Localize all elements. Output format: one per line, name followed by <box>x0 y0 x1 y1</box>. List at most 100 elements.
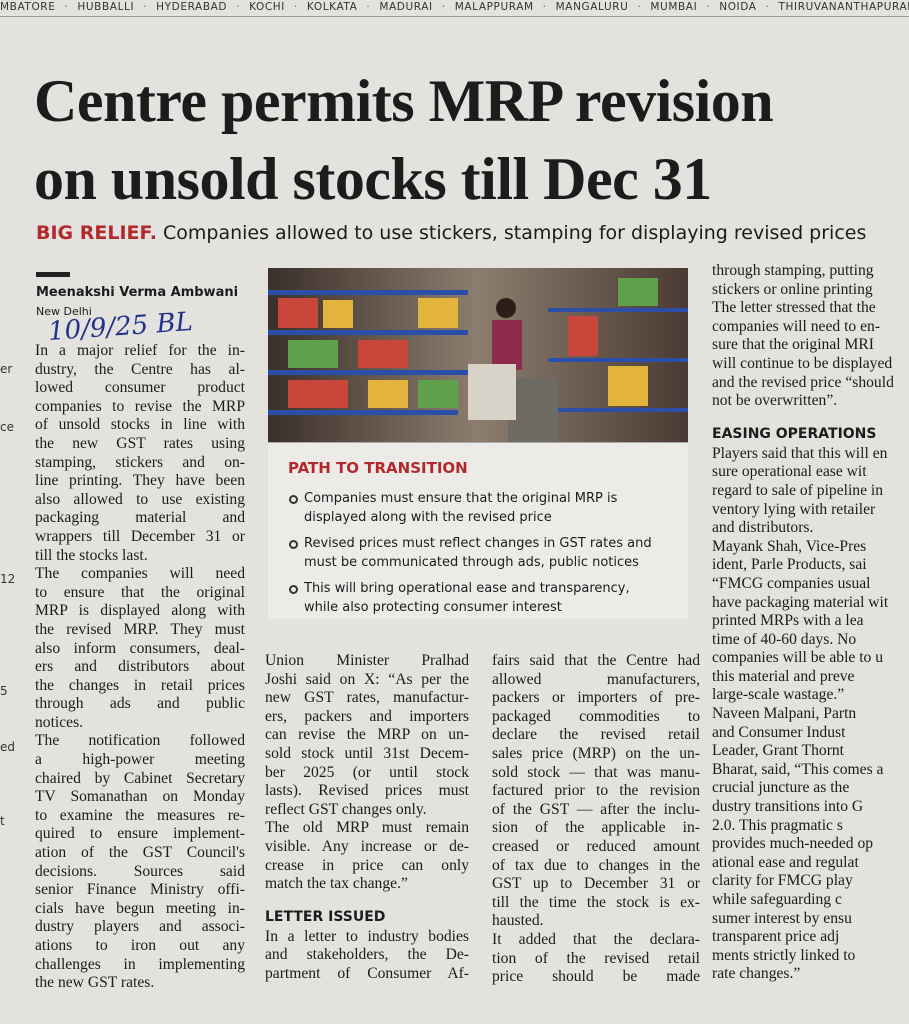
text-line: fairs said that the Centre had <box>492 652 700 669</box>
text-line: Leader, Grant Thornt <box>712 742 845 760</box>
text-line: not be overwritten”. <box>712 392 838 410</box>
text-line: and distributors. <box>712 519 814 537</box>
text-line: of unsold stocks in line with <box>35 416 245 434</box>
text-column: through stamping, putting stickers or onl… <box>712 262 909 984</box>
text-line: The notification followed <box>35 732 245 750</box>
text-line: ers and distributors about <box>35 658 245 676</box>
text-line: while safeguarding c <box>712 891 842 908</box>
text-line: sure operational ease wit <box>712 463 867 481</box>
text-line: challenges in implementing <box>35 955 245 973</box>
text-line: In a major relief for the in- <box>35 342 245 359</box>
text-line: to examine the measures re- <box>35 806 245 824</box>
margin-fragment: 5 <box>0 684 8 698</box>
text-line: partment of Consumer Af- <box>265 964 469 982</box>
text-line: the new GST rates. <box>35 974 155 992</box>
text-line: tion of the revised retail <box>492 949 700 967</box>
text-line: match the tax change.” <box>265 875 408 893</box>
text-line: Players said that this will en <box>712 444 888 462</box>
text-line: 2.0. This pragmatic s <box>712 816 843 834</box>
text-line: stamping, stickers and on- <box>35 453 245 471</box>
text-line: hausted. <box>492 912 544 930</box>
text-line: ments strictly linked to <box>712 946 856 964</box>
text-line: sion of the applicable in- <box>492 819 700 837</box>
text-line: It added that the declara- <box>492 930 700 948</box>
text-line: ation of the GST Council's <box>35 844 245 862</box>
text-line: companies to revise the MRP <box>35 397 245 415</box>
text-line: ational ease and regulat <box>712 853 859 871</box>
rule <box>36 272 70 277</box>
city: THIRUVANANTHAPURAM <box>757 1 909 13</box>
margin-fragment: ed <box>0 740 15 754</box>
text-line: chaired by Cabinet Secretary <box>35 769 245 787</box>
text-line: The old MRP must remain <box>265 819 469 837</box>
text-line: a high-power meeting <box>35 751 245 769</box>
text-line: till the time the stock is ex- <box>492 893 700 911</box>
text-line: the revised MRP. They must <box>35 620 245 638</box>
text-line: new GST rates, manufactur- <box>265 689 469 707</box>
text-line: In a letter to industry bodies <box>265 927 469 945</box>
text-line: line printing. They have been <box>35 472 245 490</box>
city: KOCHI <box>227 1 285 13</box>
text-line: visible. Any increase or de- <box>265 837 469 855</box>
text-column: fairs said that the Centre had allowed ma… <box>492 652 700 987</box>
city: HUBBALLI <box>55 1 134 13</box>
text-line: The companies will need <box>35 565 245 583</box>
text-line: ventory lying with retailer <box>712 500 876 518</box>
byline: Meenakshi Verma Ambwani <box>36 285 239 300</box>
margin-fragment: 12 <box>0 572 16 586</box>
city: HYDERABAD <box>134 1 227 13</box>
text-line: this material and preve <box>712 667 855 685</box>
text-line: of the GST — after the inclu- <box>492 800 700 818</box>
city: MANGALURU <box>534 1 629 13</box>
city: MBATORE <box>0 1 56 13</box>
text-line: till the stocks last. <box>35 546 148 564</box>
city: NOIDA <box>697 1 756 13</box>
text-line: GST up to December 31 or <box>492 875 700 893</box>
text-line: dustry transitions into G <box>712 798 864 816</box>
box-item: This will bring operational ease and tra… <box>289 579 666 617</box>
text-line: Joshi said on X: “As per the <box>265 670 469 688</box>
text-line: provides much-needed op <box>712 835 874 853</box>
text-line: companies will be able to u <box>712 649 884 667</box>
text-line: ers, packers and importers <box>265 707 469 725</box>
text-line: senior Finance Ministry offi- <box>35 881 245 899</box>
text-line: dustry players and associ- <box>35 918 245 936</box>
text-line: to ensure that the original <box>35 583 245 601</box>
text-line: price should be made <box>492 968 700 986</box>
text-line: packaged commodities to <box>492 707 700 725</box>
text-line: also allowed to use existing <box>35 490 245 508</box>
text-line: printed MRPs with a lea <box>712 612 864 630</box>
text-line: regard to sale of pipeline in <box>712 481 884 499</box>
text-line: Naveen Malpani, Partn <box>712 705 857 723</box>
margin-fragment: t <box>0 814 5 828</box>
text-line: stickers or online printing <box>712 280 873 298</box>
text-line: transparent price adj <box>712 928 840 946</box>
text-line: allowed manufacturers, <box>492 670 700 688</box>
text-line: quired to ensure implement- <box>35 825 245 843</box>
text-line: “FMCG companies usual <box>712 574 871 592</box>
margin-fragment: er <box>0 362 13 376</box>
city: MUMBAI <box>628 1 697 13</box>
text-line: the changes in retail prices <box>35 676 245 694</box>
photo <box>268 268 688 442</box>
text-line: reflect GST changes only. <box>265 800 427 818</box>
section-heading: EASING OPERATIONS <box>712 425 877 442</box>
margin-fragment: ce <box>0 420 14 434</box>
text-line: will continue to be displayed <box>712 354 893 372</box>
location: New Delhi <box>36 305 92 318</box>
text-line: packers or importers of pre- <box>492 689 700 707</box>
headline: Centre permits MRP revision <box>34 68 774 134</box>
text-line: rate changes.” <box>712 965 801 983</box>
text-line: The letter stressed that the <box>712 299 876 317</box>
text-line: packaging material and <box>35 509 245 527</box>
text-line: sure that the original MRI <box>712 336 874 354</box>
text-line: can revise the MRP on un- <box>265 726 469 744</box>
text-line: creased or reduced amount <box>492 837 700 855</box>
text-line: and Consumer Indust <box>712 723 846 741</box>
text-line: MRP is displayed along with <box>35 602 245 620</box>
text-line: notices. <box>35 713 84 731</box>
text-column: In a major relief for the in-dustry, the… <box>35 342 245 993</box>
text-line: crease in price can only <box>265 856 469 874</box>
text-line: and stakeholders, the De- <box>265 946 469 964</box>
